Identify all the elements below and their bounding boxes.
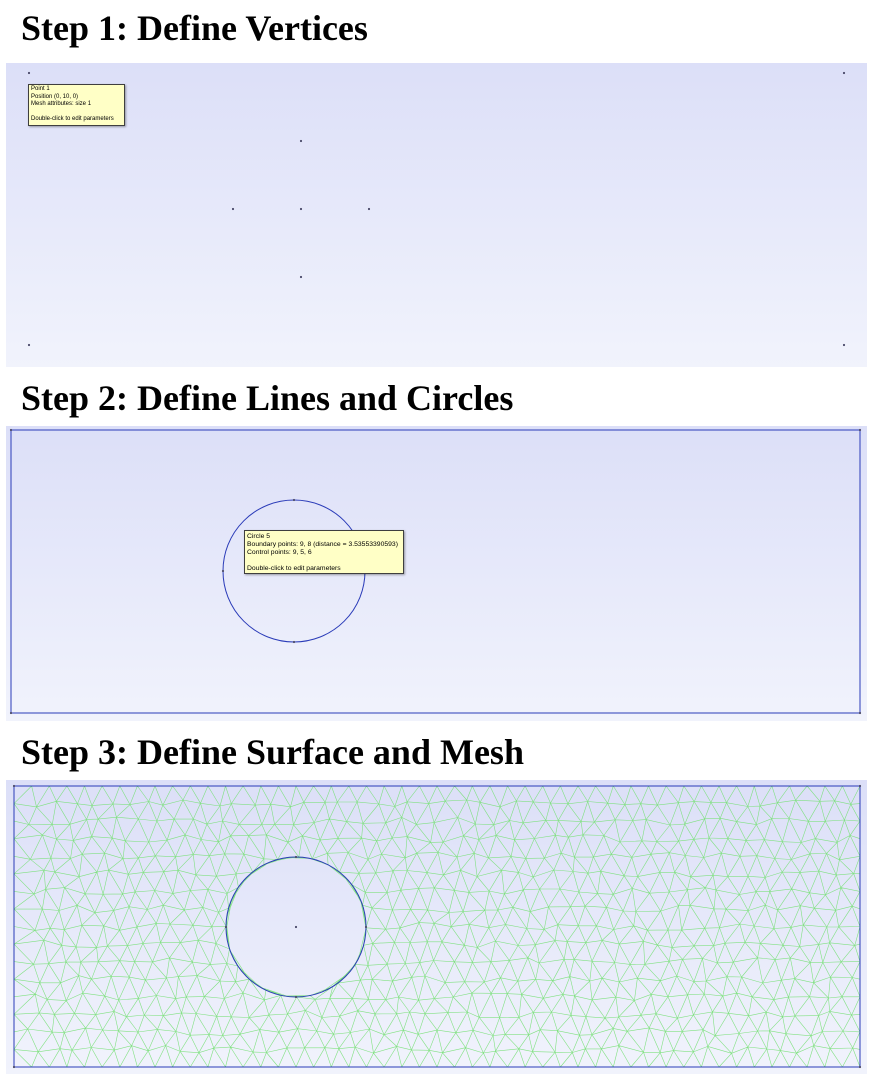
vertex-point [12,784,16,788]
vertex-point [299,275,303,279]
circle-tooltip: Circle 5 Boundary points: 9, 8 (distance… [244,530,404,574]
vertices-viewport[interactable]: Point 1 Position (0, 10, 0) Mesh attribu… [6,63,867,367]
viewport-background [6,426,867,721]
lines-circles-viewport[interactable]: Circle 5 Boundary points: 9, 8 (distance… [6,426,867,721]
vertex-point [292,640,296,644]
viewport-background [6,63,867,367]
step-3-title: Step 3: Define Surface and Mesh [21,732,524,772]
vertex-point [9,428,13,432]
vertex-point [858,711,862,715]
tooltip-mesh-attributes: Mesh attributes: size 1 [31,101,92,107]
vertex-point [231,207,235,211]
vertex-point [294,925,298,929]
vertex-point [367,207,371,211]
surface-mesh-viewport[interactable] [6,780,867,1074]
vertex-point [842,343,846,347]
vertex-point [9,711,13,715]
tooltip-hint: Double-click to edit parameters [247,565,341,572]
vertices-canvas[interactable] [6,63,867,367]
vertex-point [224,925,228,929]
vertex-point [12,1065,16,1069]
boundary-lines [13,785,861,1068]
tooltip-boundary-points: Boundary points: 9, 8 (distance = 3.5355… [247,541,398,548]
tooltip-position: Position (0, 10, 0) [31,93,79,100]
tooltip-hint: Double-click to edit parameters [31,115,114,122]
vertex-point [842,71,846,75]
step-1-title: Step 1: Define Vertices [21,8,368,48]
tooltip-control-points: Control points: 9, 5, 6 [247,549,312,556]
vertex-point [299,207,303,211]
surface-mesh-canvas[interactable] [6,780,867,1074]
tooltip-title: Point 1 [31,86,50,92]
vertex-point [299,139,303,143]
point-tooltip: Point 1 Position (0, 10, 0) Mesh attribu… [28,84,125,126]
vertex-point [364,925,368,929]
boundary-lines [10,429,861,714]
vertex-point [292,498,296,502]
vertex-point [294,855,298,859]
vertex-point [858,1065,862,1069]
vertex-point [858,784,862,788]
lines-circles-canvas[interactable] [6,426,867,721]
step-2-title: Step 2: Define Lines and Circles [21,378,514,418]
vertex-point [221,569,225,573]
vertex-point [294,995,298,999]
vertex-point [27,343,31,347]
vertex-point [858,428,862,432]
vertex-point [27,71,31,75]
tooltip-title: Circle 5 [247,533,271,540]
